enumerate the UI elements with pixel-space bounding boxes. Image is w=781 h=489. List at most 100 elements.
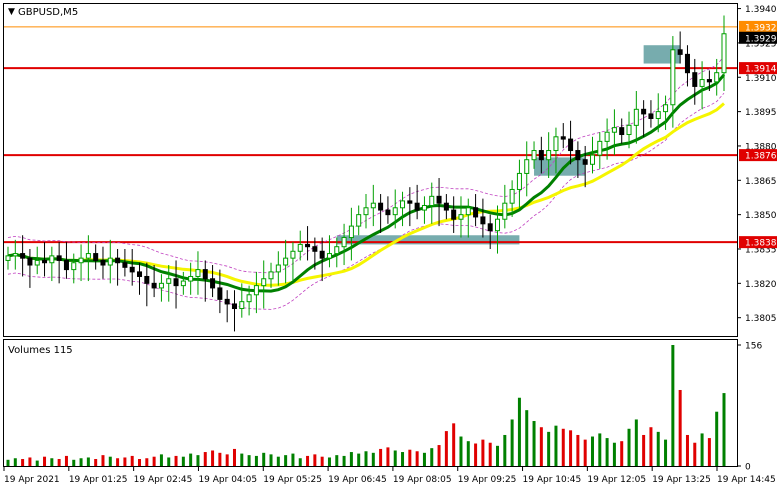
volume-bar	[306, 455, 310, 466]
volume-bar	[276, 456, 280, 466]
candle-body	[217, 287, 223, 300]
candle-body	[56, 255, 62, 261]
candle-body	[575, 150, 581, 161]
volume-bar	[269, 454, 273, 466]
time-tick-label: 19 Apr 02:45	[134, 475, 193, 485]
candle-body	[195, 269, 201, 277]
time-tick-label: 19 Apr 04:05	[198, 475, 257, 485]
candle-body	[714, 72, 720, 83]
volume-indicator-label: Volumes 115	[8, 345, 73, 356]
volume-bar	[335, 455, 339, 466]
volume-bar	[167, 457, 171, 466]
volume-bar	[386, 447, 390, 466]
volume-bar	[123, 457, 127, 466]
volume-bars	[6, 345, 726, 466]
volume-bar	[488, 442, 492, 466]
candle-body	[538, 150, 544, 161]
volume-bar	[225, 454, 229, 466]
volume-bar	[262, 452, 266, 466]
moving-averages	[7, 73, 726, 293]
candle-body	[495, 218, 501, 232]
volume-bar	[685, 434, 689, 466]
time-tick-label: 19 Apr 05:25	[263, 475, 322, 485]
accumulation-zone	[534, 157, 586, 176]
volume-bar	[517, 397, 521, 466]
candle-body	[166, 278, 172, 284]
volume-bar	[284, 455, 288, 466]
candle-body	[611, 127, 617, 133]
volume-bar	[612, 442, 616, 466]
candle-body	[443, 202, 449, 211]
price-panel-frame	[3, 3, 738, 337]
candlestick-series	[5, 15, 727, 332]
candle-body	[531, 150, 537, 161]
candle-body	[655, 111, 661, 119]
volume-bar	[72, 459, 76, 466]
candle-body	[684, 53, 690, 74]
price-tick-label: 1.3850	[745, 211, 777, 221]
volume-bar	[707, 438, 711, 466]
candle-body	[188, 275, 194, 282]
volume-bar	[393, 450, 397, 466]
volume-bar	[254, 455, 258, 466]
ask-price-text: 1.3932	[745, 23, 777, 33]
candle-body	[246, 294, 252, 303]
volume-bar	[86, 457, 90, 466]
volume-bar	[159, 454, 163, 466]
candle-body	[129, 266, 135, 273]
volume-bar	[138, 459, 142, 466]
candle-body	[663, 104, 669, 113]
candle-body	[100, 259, 106, 266]
candle-body	[12, 253, 18, 257]
candle-body	[297, 243, 303, 252]
envelope-lower	[7, 92, 725, 310]
level-price-tag	[739, 236, 777, 249]
time-tick-label: 19 Apr 12:05	[587, 475, 646, 485]
candle-body	[319, 250, 325, 259]
candle-body	[699, 79, 705, 87]
candle-body	[49, 255, 55, 264]
volume-bar	[693, 442, 697, 466]
volume-bar	[459, 436, 463, 466]
volume-bar	[554, 425, 558, 466]
candle-body	[261, 278, 267, 287]
candle-body	[27, 257, 33, 266]
volume-bar	[116, 458, 120, 466]
candle-body	[78, 257, 84, 264]
level-price-text: 1.3876	[745, 152, 777, 162]
price-tick-label: 1.3925	[745, 39, 777, 49]
volume-bar	[313, 454, 317, 466]
candle-body	[239, 301, 245, 310]
time-tick-label: 19 Apr 09:25	[458, 475, 517, 485]
volume-bar	[664, 439, 668, 466]
ask-price-tag	[739, 20, 777, 33]
candle-body	[385, 209, 391, 216]
candle-body	[706, 79, 712, 83]
volume-bar	[28, 457, 32, 466]
volume-bar	[722, 393, 726, 466]
candle-body	[582, 159, 588, 165]
candle-body	[326, 253, 332, 259]
volume-bar	[430, 448, 434, 466]
candle-body	[93, 253, 99, 261]
volume-bar	[57, 459, 61, 466]
accumulation-zone	[336, 235, 520, 245]
volume-bar	[203, 452, 207, 466]
volume-bar	[452, 423, 456, 466]
candle-body	[677, 49, 683, 55]
volume-bar	[342, 455, 346, 466]
volume-bar	[6, 459, 10, 466]
current-price-text: 1.3929	[745, 34, 777, 44]
candle-body	[290, 250, 296, 259]
symbol-dropdown-icon[interactable]: ▼	[8, 7, 15, 17]
time-tick-label: 19 Apr 13:25	[652, 475, 711, 485]
candle-body	[5, 255, 11, 261]
candle-body	[626, 124, 632, 136]
candle-body	[20, 253, 26, 259]
volume-tick-label: 156	[745, 342, 762, 352]
candle-body	[253, 285, 259, 296]
volume-bar	[671, 345, 675, 466]
volume-bar	[547, 431, 551, 466]
volume-bar	[43, 456, 47, 466]
